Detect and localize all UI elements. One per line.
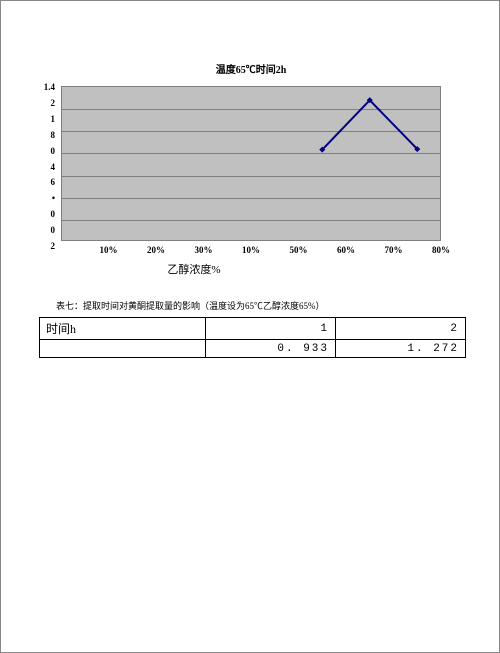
y-tick-label: 0 [33,225,55,235]
chart: 1.4 2 1 8 0 4 6 • 0 0 2 10% 20% 30% 10% 50% 60% 70% 80% [1,1,500,261]
y-tick-label: 2 [33,98,55,108]
row-header-cell: 时间h [40,318,206,340]
x-tick-label: 10% [236,245,266,255]
x-tick-label: 50% [284,245,314,255]
x-axis-label: 乙醇浓度% [61,261,327,277]
x-tick-label: 70% [379,245,409,255]
table-row: 0. 9331. 272 [40,340,466,358]
x-tick-label: 20% [141,245,171,255]
x-tick-label: 30% [189,245,219,255]
y-tick-label: 2 [33,241,55,251]
y-tick-label: 1 [33,114,55,124]
table-caption: 表七：提取时间对黄酮提取量的影响（温度设为65℃乙醇浓度65%） [56,299,325,312]
row-header-cell [40,340,206,358]
y-tick-label: • [33,193,55,203]
y-tick-label: 1.4 [33,82,55,92]
data-cell: 2 [336,318,466,340]
data-cell: 1. 272 [336,340,466,358]
data-cell: 0. 933 [206,340,336,358]
y-tick-label: 0 [33,146,55,156]
chart-series [1,1,500,261]
data-table: 时间h120. 9331. 272 [39,317,466,358]
y-tick-label: 0 [33,209,55,219]
page: 温度65℃时间2h 1.4218046•00210%20%30%10%50%60… [0,0,500,653]
y-tick-label: 4 [33,162,55,172]
y-tick-label: 6 [33,177,55,187]
y-tick-label: 8 [33,130,55,140]
x-tick-label: 10% [94,245,124,255]
x-tick-label: 80% [426,245,456,255]
series-line [322,100,417,149]
data-cell: 1 [206,318,336,340]
x-tick-label: 60% [331,245,361,255]
table-row: 时间h12 [40,318,466,340]
